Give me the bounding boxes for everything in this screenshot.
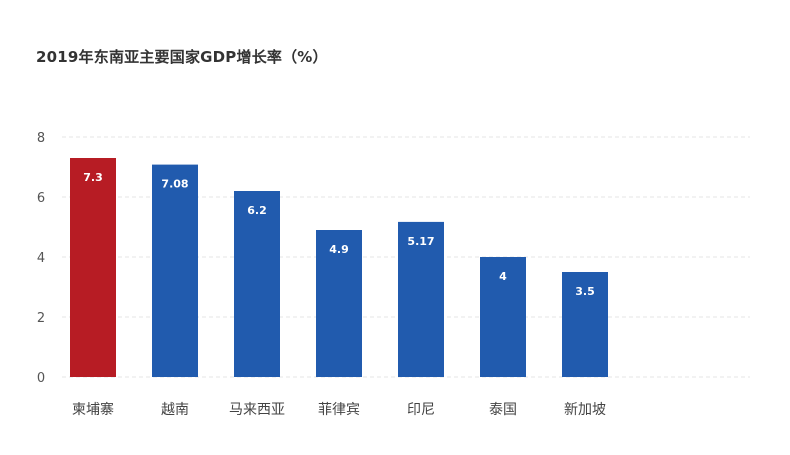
bar [70, 158, 116, 377]
data-label: 6.2 [247, 204, 267, 217]
x-tick-label: 泰国 [489, 402, 517, 418]
bar [152, 164, 198, 377]
data-label: 7.08 [161, 178, 188, 191]
bar [398, 221, 444, 377]
bar [234, 191, 280, 377]
y-tick-label: 0 [37, 371, 45, 386]
data-label: 4 [499, 270, 507, 283]
y-tick-label: 2 [37, 311, 45, 326]
bar [480, 257, 526, 377]
x-tick-label: 马来西亚 [229, 402, 285, 418]
x-tick-label: 新加坡 [564, 402, 606, 418]
bar [316, 230, 362, 377]
y-tick-label: 4 [37, 251, 45, 266]
x-tick-label: 菲律宾 [318, 402, 360, 418]
x-tick-label: 越南 [161, 402, 189, 418]
data-label: 5.17 [407, 235, 434, 248]
data-label: 3.5 [575, 285, 595, 298]
bar [562, 272, 608, 377]
data-label: 4.9 [329, 243, 349, 256]
x-tick-label: 柬埔寨 [72, 401, 114, 418]
x-tick-label: 印尼 [407, 402, 435, 418]
y-tick-label: 8 [37, 131, 45, 146]
data-label: 7.3 [83, 171, 103, 184]
y-tick-label: 6 [37, 191, 45, 206]
chart-title: 2019年东南亚主要国家GDP增长率（%） [36, 48, 328, 66]
